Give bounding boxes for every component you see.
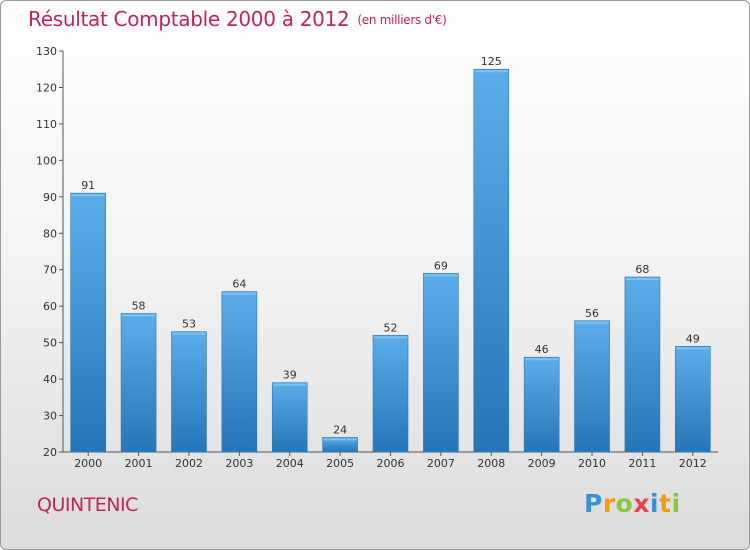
y-tick-label: 50 [43, 337, 57, 350]
y-tick-label: 110 [36, 118, 57, 131]
logo-letter: P [584, 489, 603, 518]
bar-highlight [676, 347, 710, 350]
bar-2011 [624, 276, 661, 453]
bar-2008 [473, 68, 510, 453]
bar-2007 [423, 273, 459, 453]
x-tick-label: 2003 [225, 457, 253, 470]
x-tick-label: 2001 [125, 457, 153, 470]
x-tick-label: 2008 [477, 457, 505, 470]
y-tick-label: 90 [43, 191, 57, 204]
y-tick-label: 20 [43, 446, 57, 459]
x-tick-label: 2012 [679, 457, 707, 470]
chart-labels: 91 58 53 64 39 24 52 69 125 46 56 68 49 [81, 55, 700, 436]
bar-2001 [120, 313, 157, 453]
value-label-2003: 64 [232, 278, 246, 291]
bar-highlight [374, 336, 407, 339]
value-label-2012: 49 [686, 332, 700, 345]
value-label-2001: 58 [132, 299, 146, 312]
chart-axes: 20 30 40 50 60 70 80 90 100 110 120 130 2000 2001 2002… [36, 45, 718, 470]
commune-name: QUINTENIC [37, 494, 138, 516]
value-label-2006: 52 [384, 321, 398, 334]
x-tick-label: 2006 [377, 457, 405, 470]
y-tick-label: 130 [36, 45, 57, 58]
bar-2012 [675, 345, 711, 453]
bar-2006 [372, 335, 409, 453]
value-label-2002: 53 [182, 318, 196, 331]
x-tick-label: 2007 [427, 457, 455, 470]
y-tick-label: 80 [43, 227, 57, 240]
y-tick-label: 70 [43, 264, 57, 277]
logo-letter: i [671, 489, 681, 518]
chart-title: Résultat Comptable 2000 à 2012 (en millie… [28, 7, 447, 31]
y-tick-label: 100 [36, 154, 57, 167]
chart-unit: (en milliers d'€) [357, 13, 447, 27]
logo-letter: x [633, 489, 650, 518]
chart-bars [70, 68, 711, 453]
value-label-2007: 69 [434, 259, 448, 272]
proxiti-logo: Proxiti [584, 489, 681, 518]
bar-highlight [172, 332, 206, 335]
bar-highlight [424, 274, 458, 277]
value-label-2008: 125 [481, 55, 502, 68]
x-tick-label: 2011 [628, 457, 656, 470]
y-tick-label: 30 [43, 410, 57, 423]
x-tick-label: 2005 [326, 457, 354, 470]
bar-2004 [271, 382, 308, 453]
value-label-2010: 56 [585, 307, 599, 320]
bar-2009 [523, 356, 560, 453]
y-tick-label: 120 [36, 81, 57, 94]
bar-2010 [574, 320, 610, 453]
value-label-2009: 46 [535, 343, 549, 356]
chart-title-text: Résultat Comptable 2000 à 2012 [28, 7, 350, 31]
bar-highlight [71, 194, 105, 197]
value-label-2004: 39 [283, 369, 297, 382]
bar-2003 [221, 291, 258, 453]
logo-letter: r [602, 489, 616, 518]
bar-highlight [575, 321, 609, 324]
bar-highlight [474, 70, 508, 73]
y-tick-label: 40 [43, 373, 57, 386]
x-tick-label: 2002 [175, 457, 203, 470]
bar-2000 [70, 192, 106, 453]
bar-highlight [625, 278, 659, 281]
bar-highlight [122, 314, 156, 317]
value-label-2011: 68 [635, 263, 649, 276]
x-tick-label: 2010 [578, 457, 606, 470]
bar-highlight [273, 383, 307, 386]
logo-letter: o [615, 489, 634, 518]
value-label-2000: 91 [81, 179, 95, 192]
x-tick-label: 2000 [74, 457, 102, 470]
x-tick-label: 2009 [528, 457, 556, 470]
value-label-2005: 24 [333, 423, 347, 436]
bar-2005 [322, 437, 358, 453]
bar-highlight [222, 292, 256, 295]
logo-letter: i [650, 489, 660, 518]
bar-2002 [171, 331, 207, 453]
logo-letter: t [659, 489, 672, 518]
y-tick-label: 60 [43, 300, 57, 313]
bar-highlight [525, 358, 559, 361]
bar-highlight [323, 438, 357, 441]
x-tick-label: 2004 [276, 457, 304, 470]
